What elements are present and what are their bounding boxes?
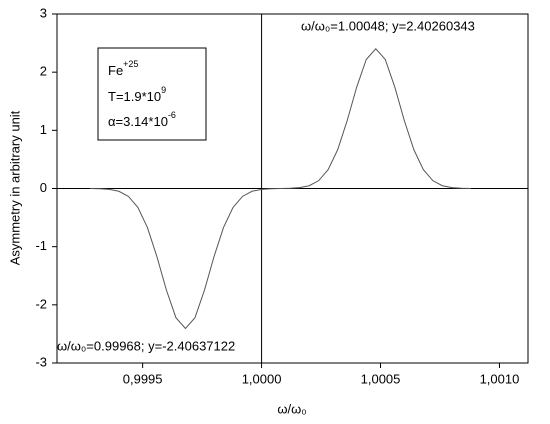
y-tick-label: 3 (40, 5, 47, 20)
x-tick-label: 1,0010 (480, 371, 520, 386)
inset-text: T=1.9*10 (108, 89, 161, 104)
inset-text: α=3.14*10 (108, 114, 168, 129)
x-tick-label: 1,0000 (242, 371, 282, 386)
y-tick-label: -2 (35, 296, 47, 311)
y-tick-label: -1 (35, 238, 47, 253)
y-tick-label: -3 (35, 354, 47, 369)
y-tick-label: 0 (40, 180, 47, 195)
annotation: ω/ω₀=0.99968; y=-2.40637122 (57, 338, 235, 353)
inset-sup: +25 (123, 59, 138, 69)
inset-sup: 9 (161, 85, 166, 95)
x-tick-label: 1,0005 (361, 371, 401, 386)
data-line (90, 47, 471, 330)
inset-sup: -6 (168, 110, 176, 120)
x-tick-label: 0,9995 (123, 371, 163, 386)
y-tick-label: 2 (40, 64, 47, 79)
x-axis-label: ω/ω₀ (277, 401, 306, 416)
inset-text: Fe (108, 63, 123, 78)
inset-line: α=3.14*10-6 (108, 110, 176, 129)
y-tick-label: 1 (40, 122, 47, 137)
y-axis-label: Asymmetry in arbitrary unit (7, 110, 22, 265)
inset-box (97, 47, 207, 141)
inset-line: T=1.9*109 (108, 85, 166, 104)
annotation: ω/ω₀=1.00048; y=2.40260343 (301, 18, 475, 33)
inset-line: Fe+25 (108, 59, 138, 78)
